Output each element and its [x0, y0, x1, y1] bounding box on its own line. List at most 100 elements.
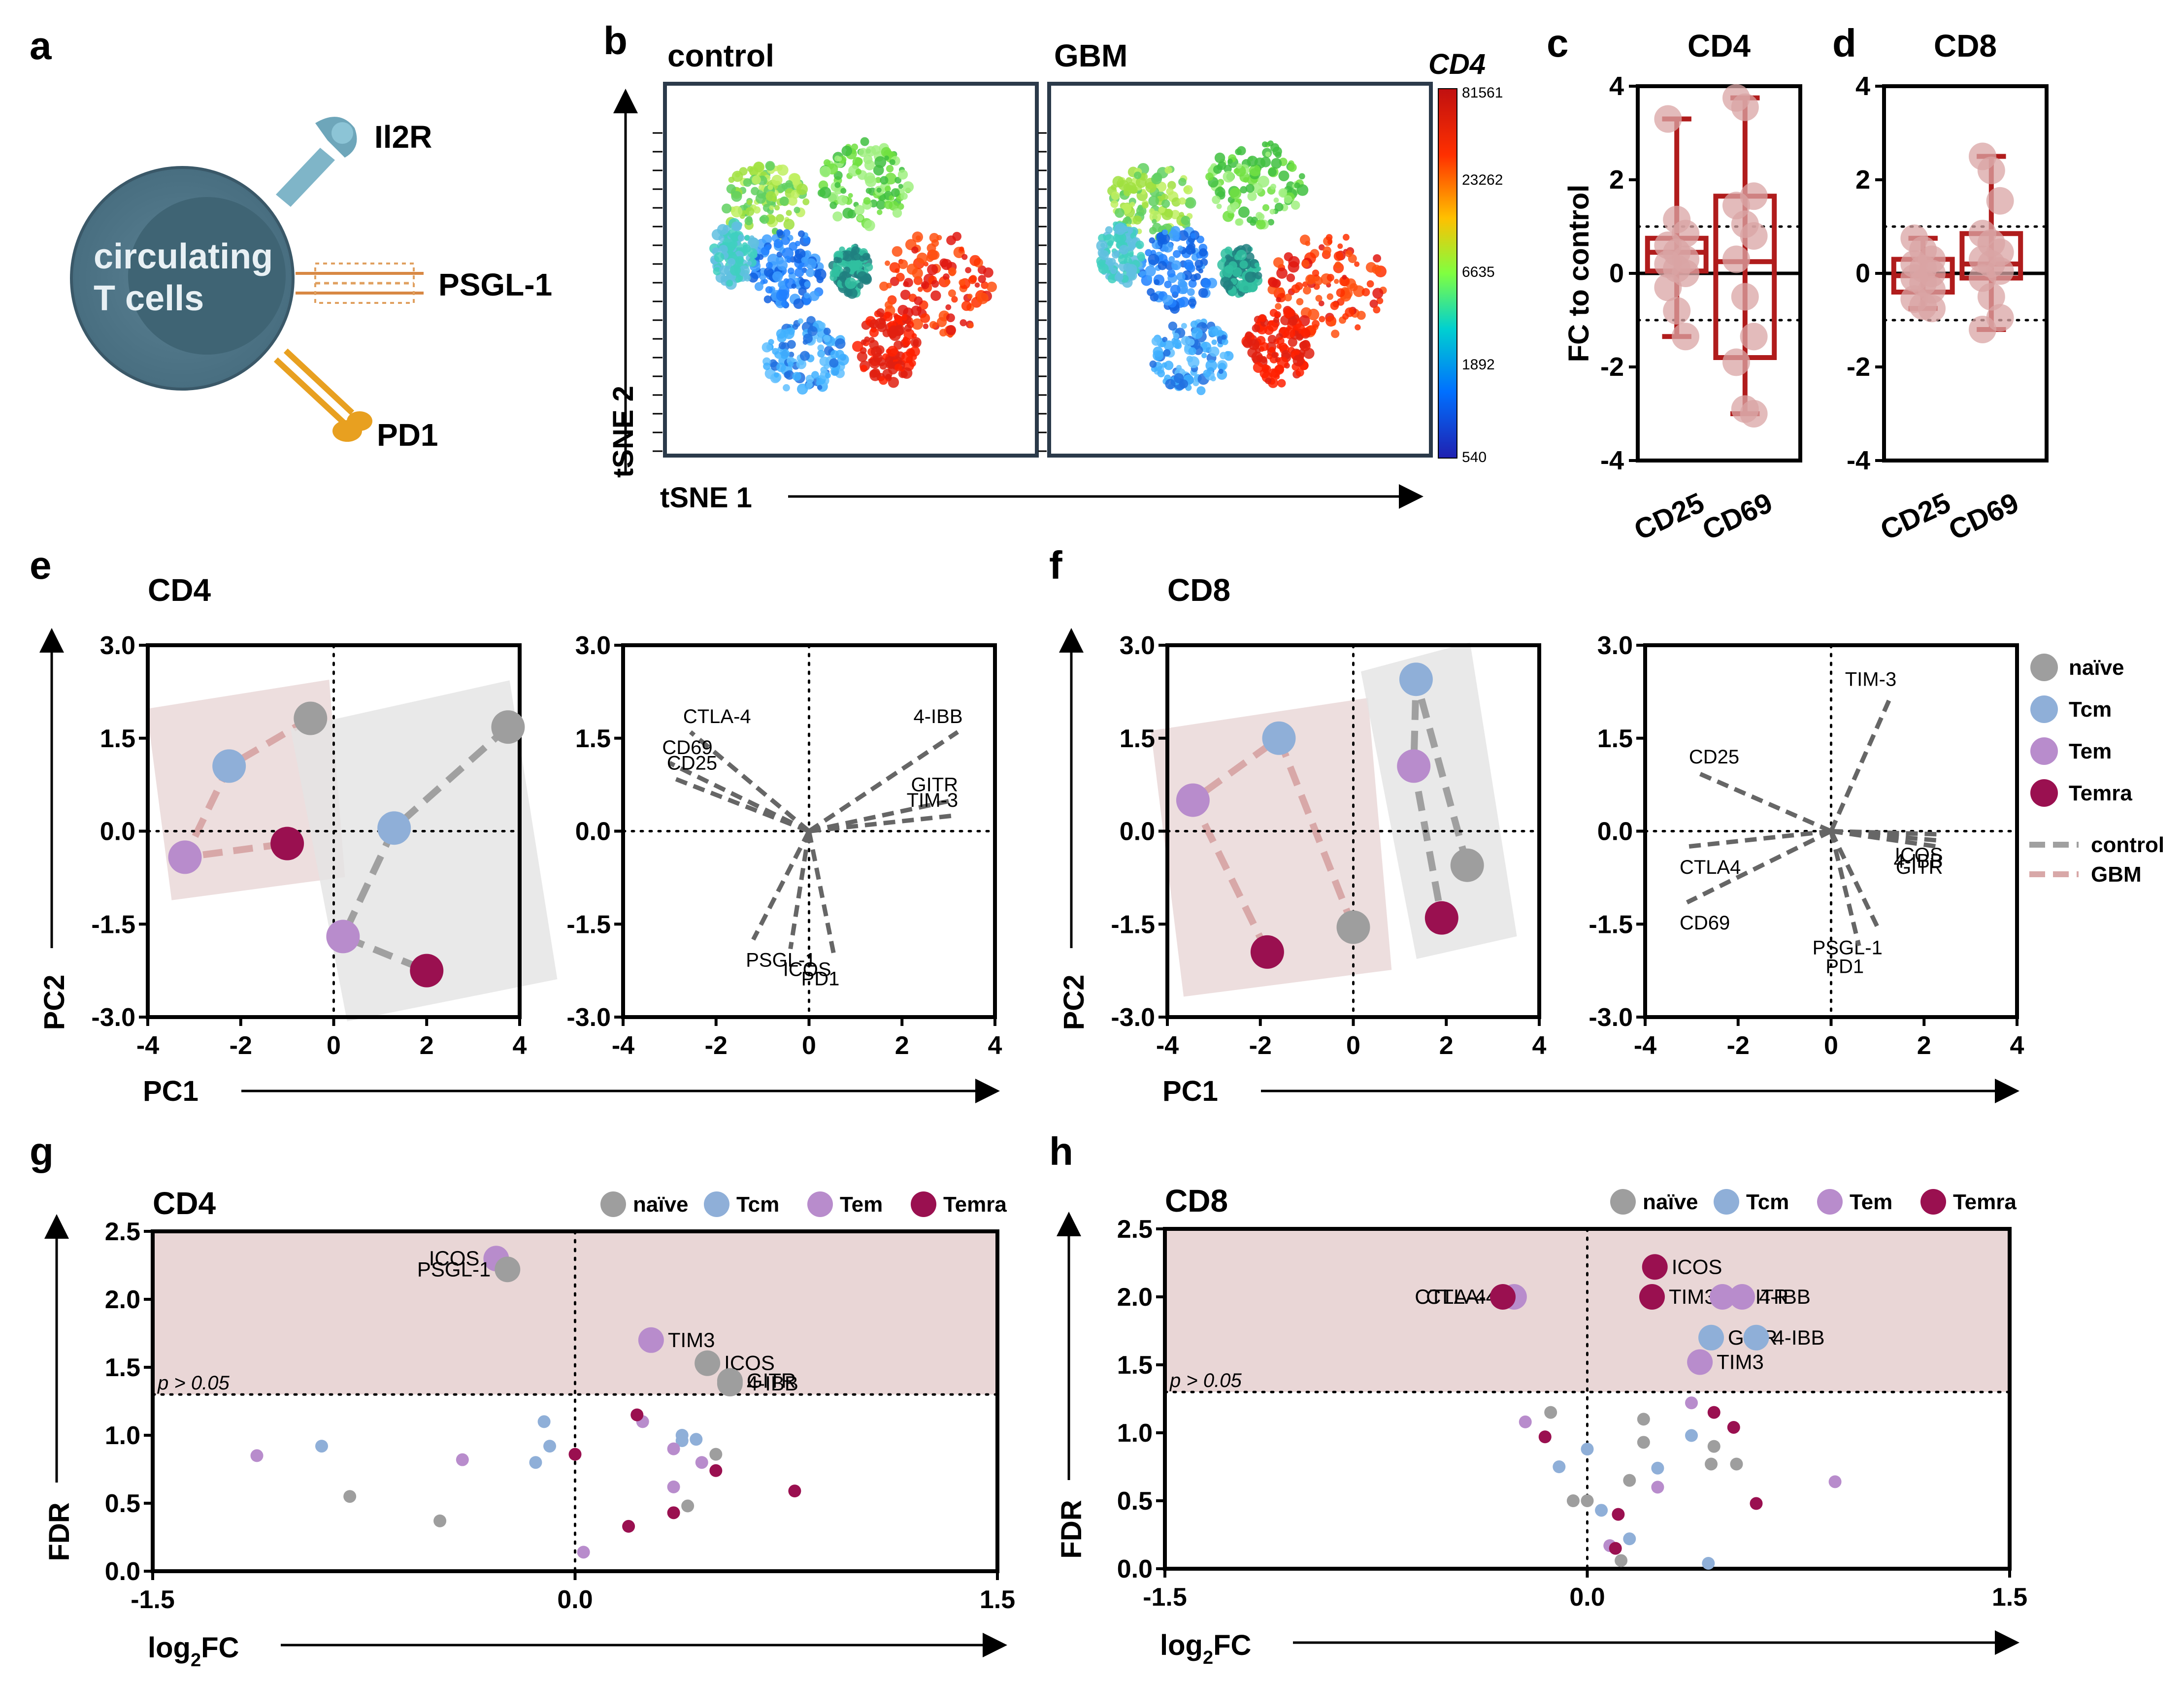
tsne-point — [787, 340, 796, 349]
tsne-point — [805, 268, 815, 277]
tsne-point — [816, 276, 824, 283]
tsne-point — [759, 273, 766, 280]
tsne-point — [1299, 341, 1308, 350]
pca-point-Temra — [1424, 901, 1458, 935]
tsne-point — [936, 317, 947, 328]
tsne-point — [1372, 288, 1384, 299]
panel-label-c: c — [1547, 21, 1569, 65]
tsne-point — [763, 267, 774, 277]
tsne-point — [845, 289, 852, 296]
tsne-point — [965, 267, 971, 273]
tsne-point — [767, 184, 773, 190]
legend-label: Tem — [1850, 1190, 1892, 1214]
tsne-point — [798, 230, 805, 237]
box-point — [1672, 323, 1700, 351]
legend-label: Temra — [2069, 781, 2132, 805]
volcano-point-Temra — [1612, 1508, 1625, 1521]
il2r-receptor-icon — [276, 117, 357, 207]
tsne-point — [1369, 299, 1378, 308]
tsne-point — [797, 264, 803, 270]
tsne-point — [961, 300, 972, 311]
tsne-point — [1192, 380, 1199, 387]
loading-label: TIM-3 — [1845, 669, 1896, 691]
box-point — [1740, 222, 1768, 250]
colorbar-tick: 81561 — [1462, 85, 1503, 101]
x-axis-label: PC1 — [1162, 1075, 1218, 1107]
tsne-point — [931, 280, 939, 288]
tsne-point — [728, 258, 735, 266]
tsne-point — [1128, 244, 1135, 252]
tsne-point — [1334, 279, 1339, 284]
tsne-point — [887, 346, 898, 357]
tsne-y-ticks — [653, 132, 662, 452]
tsne-point — [1339, 276, 1350, 287]
tsne-point — [713, 267, 722, 275]
tsne-point — [1118, 180, 1129, 191]
tsne-point — [763, 363, 771, 370]
tsne-point — [728, 176, 735, 183]
tsne-point — [783, 384, 790, 392]
tsne-point — [1203, 369, 1211, 378]
tsne-point — [1314, 276, 1323, 286]
control-path — [1410, 678, 1471, 919]
tsne-point — [794, 206, 800, 213]
loading-label: CD69 — [662, 737, 712, 759]
loading-vector — [1687, 829, 1831, 849]
tsne-point — [1118, 255, 1127, 264]
tsne-point — [895, 272, 905, 282]
tsne-point — [776, 353, 781, 359]
tsne-point — [1236, 250, 1247, 261]
y-tick-label: 0.0 — [575, 818, 611, 846]
x-axis-label: log2FC — [148, 1632, 239, 1671]
tsne-point — [946, 235, 956, 245]
y-tick-label: 2 — [1609, 165, 1624, 195]
box-point — [1968, 316, 1996, 343]
tsne-point — [1268, 167, 1277, 177]
tsne-point — [743, 273, 750, 280]
tsne-point — [1201, 278, 1211, 288]
gbm-hull — [1151, 697, 1392, 997]
tsne-point — [1114, 273, 1124, 282]
tsne-point — [874, 156, 887, 168]
volcano-point-label: 4-IBB — [1773, 1326, 1825, 1349]
volcano-point-Tcm — [543, 1440, 557, 1453]
legend-swatch-Tem — [1817, 1189, 1843, 1215]
tsne-gbm-plot — [1038, 132, 1387, 452]
tsne-point — [857, 351, 868, 362]
tsne-point — [1305, 240, 1311, 246]
tsne-point — [719, 245, 728, 254]
tsne-point — [777, 260, 788, 271]
y-tick-label: 2.5 — [1117, 1215, 1153, 1244]
tsne-point — [1288, 337, 1297, 347]
tsne-point — [761, 247, 770, 256]
tsne-point — [1337, 243, 1343, 249]
volcano-point-Tem — [1685, 1396, 1698, 1410]
tsne-point — [1176, 272, 1186, 281]
tsne-point — [880, 176, 889, 185]
x-tick-label: 4 — [2010, 1031, 2024, 1060]
tsne-point — [1222, 338, 1228, 345]
tsne-point — [803, 292, 810, 298]
tsne-point — [1333, 251, 1344, 261]
cell-label-line1: circulating — [94, 237, 273, 276]
y-tick-label: 0.0 — [100, 818, 135, 846]
loading-vector — [809, 813, 954, 833]
tsne-point — [876, 199, 886, 210]
tsne-point — [1191, 248, 1196, 254]
tsne-point — [1269, 309, 1278, 317]
tsne-point — [1245, 184, 1255, 193]
box-point — [1740, 323, 1768, 351]
tsne-point — [728, 246, 734, 252]
tsne-point — [1188, 298, 1197, 307]
volcano-point-Tcm — [1623, 1532, 1636, 1546]
tsne-point — [898, 259, 908, 269]
volcano-point-naive — [681, 1499, 695, 1513]
volcano-point-Temra — [709, 1464, 723, 1477]
tsne-point — [753, 162, 764, 172]
tsne-point — [1096, 240, 1108, 252]
tsne-point — [1265, 377, 1272, 384]
tsne-point — [1284, 327, 1295, 339]
box-point — [1654, 273, 1682, 301]
tsne-point — [837, 156, 842, 162]
y-tick-label: -3.0 — [1111, 1003, 1155, 1032]
